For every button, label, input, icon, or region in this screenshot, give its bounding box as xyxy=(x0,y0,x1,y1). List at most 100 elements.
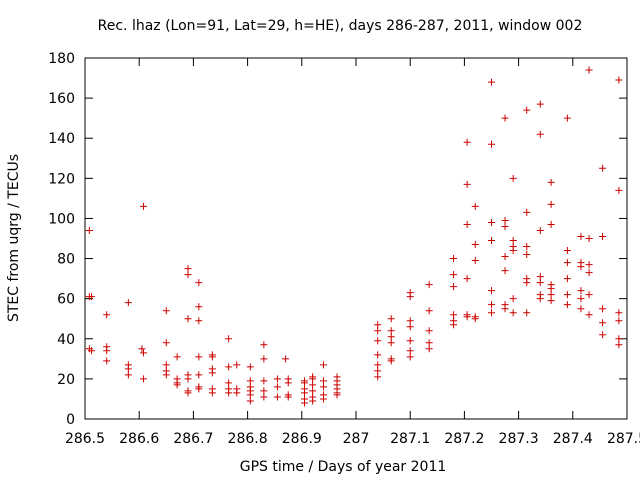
data-point xyxy=(585,66,593,74)
data-point xyxy=(225,363,233,371)
plot-frame xyxy=(84,57,628,420)
y-tick-label: 20 xyxy=(57,372,75,388)
data-point xyxy=(246,397,254,405)
data-point xyxy=(599,232,607,240)
data-point xyxy=(577,287,585,295)
data-point xyxy=(195,303,203,311)
data-point xyxy=(284,393,292,401)
data-point xyxy=(406,293,414,301)
x-tick-label: 287.5 xyxy=(607,431,640,447)
data-point xyxy=(425,339,433,347)
data-point xyxy=(282,355,290,363)
data-point xyxy=(406,337,414,345)
data-point xyxy=(195,353,203,361)
data-point xyxy=(463,220,471,228)
data-point xyxy=(563,247,571,255)
data-point xyxy=(273,383,281,391)
data-point xyxy=(463,275,471,283)
data-point xyxy=(260,355,268,363)
data-point xyxy=(103,347,111,355)
data-point xyxy=(615,76,623,84)
data-point xyxy=(585,261,593,269)
data-point xyxy=(599,331,607,339)
data-point xyxy=(162,361,170,369)
data-point xyxy=(184,271,192,279)
data-point xyxy=(501,114,509,122)
data-point xyxy=(425,281,433,289)
data-point xyxy=(450,311,458,319)
data-point xyxy=(273,393,281,401)
data-point xyxy=(88,347,96,355)
data-point xyxy=(233,389,241,397)
data-point xyxy=(471,241,479,249)
data-point xyxy=(374,327,382,335)
data-point xyxy=(138,345,146,353)
data-point xyxy=(599,164,607,172)
data-point xyxy=(577,295,585,303)
data-point xyxy=(547,200,555,208)
data-point xyxy=(184,375,192,383)
data-point xyxy=(523,243,531,251)
y-tick-label: 140 xyxy=(48,131,75,147)
data-point xyxy=(536,279,544,287)
data-point xyxy=(309,375,317,383)
data-point xyxy=(162,307,170,315)
data-point xyxy=(260,387,268,395)
data-point xyxy=(284,379,292,387)
data-point xyxy=(450,283,458,291)
data-point xyxy=(260,393,268,401)
data-point xyxy=(585,269,593,277)
data-point xyxy=(374,337,382,345)
axis-ticks: 286.5 286.6 286.7 286.8 286.9 287 287.1 287.2 28… xyxy=(48,51,640,447)
data-point xyxy=(162,371,170,379)
data-point xyxy=(509,237,517,245)
data-point xyxy=(225,389,233,397)
data-point xyxy=(387,327,395,335)
data-point xyxy=(615,186,623,194)
data-point xyxy=(309,381,317,389)
y-tick-label: 120 xyxy=(48,171,75,187)
data-point xyxy=(585,311,593,319)
data-point xyxy=(523,208,531,216)
data-point xyxy=(173,353,181,361)
data-point xyxy=(246,377,254,385)
data-point xyxy=(547,220,555,228)
data-point xyxy=(195,279,203,287)
data-point xyxy=(124,365,132,373)
data-point xyxy=(425,327,433,335)
data-point xyxy=(406,323,414,331)
data-point xyxy=(501,222,509,230)
data-point xyxy=(140,375,148,383)
data-point xyxy=(463,313,471,321)
data-point xyxy=(501,216,509,224)
data-point xyxy=(585,291,593,299)
data-point xyxy=(563,291,571,299)
data-point xyxy=(374,367,382,375)
data-point xyxy=(85,226,93,234)
data-point xyxy=(246,363,254,371)
data-point xyxy=(309,387,317,395)
data-point xyxy=(509,174,517,182)
x-tick-label: 286.9 xyxy=(282,431,322,447)
data-point xyxy=(501,305,509,313)
data-point xyxy=(488,78,495,86)
y-tick-label: 40 xyxy=(57,332,75,348)
data-point xyxy=(547,178,555,186)
data-point xyxy=(536,226,544,234)
data-point xyxy=(319,361,327,369)
y-tick-label: 180 xyxy=(48,51,75,67)
data-point xyxy=(523,309,531,317)
data-point xyxy=(563,259,571,267)
data-point xyxy=(523,106,531,114)
x-tick-label: 287.1 xyxy=(390,431,430,447)
data-point xyxy=(406,347,414,355)
data-point xyxy=(309,397,317,405)
data-point xyxy=(509,295,517,303)
data-point xyxy=(488,309,495,317)
data-point xyxy=(488,237,495,245)
data-point xyxy=(577,305,585,313)
data-point xyxy=(103,311,111,319)
data-point xyxy=(615,317,623,325)
data-point xyxy=(547,285,555,293)
data-point xyxy=(173,381,181,389)
